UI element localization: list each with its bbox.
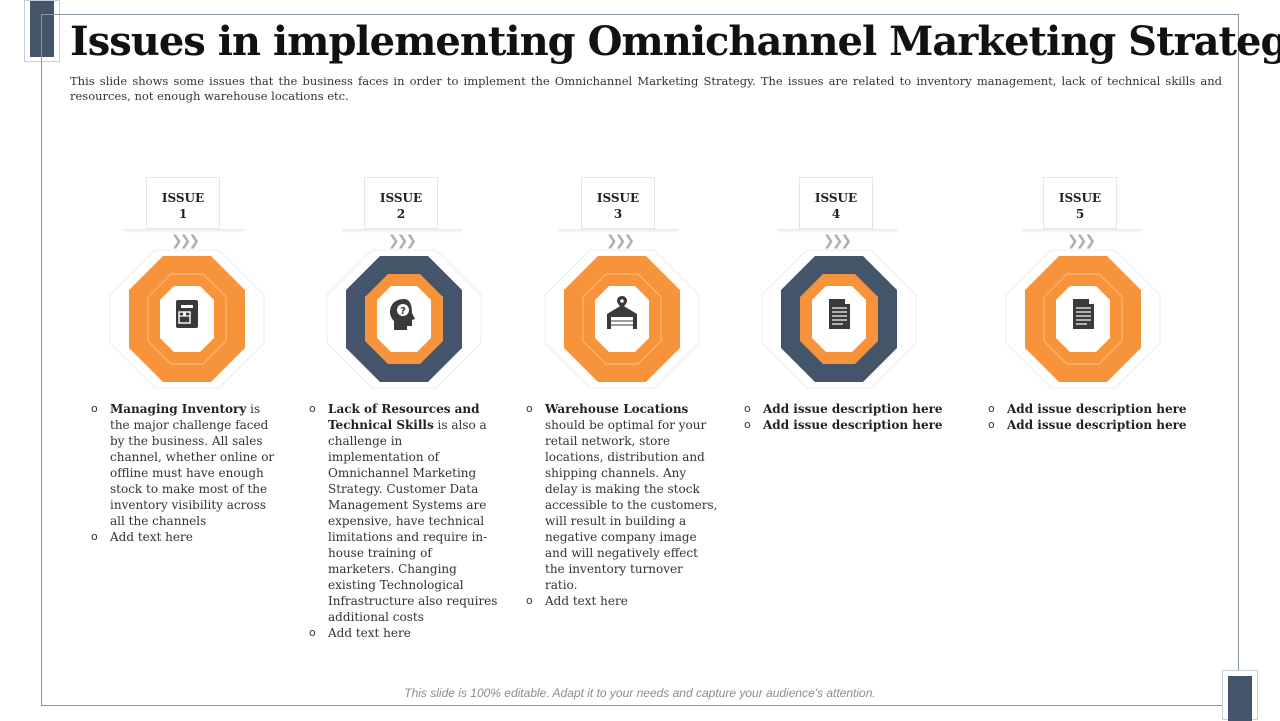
issue-description-5: Add issue description here Add issue des… bbox=[988, 401, 1188, 433]
octagon-graphic-2: ? bbox=[326, 249, 482, 389]
issue-1-point-2[interactable]: Add text here bbox=[91, 529, 276, 545]
issue-3-point-1[interactable]: Warehouse Locations should be optimal fo… bbox=[526, 401, 718, 593]
issue-number-3: 3 bbox=[613, 207, 623, 221]
issue-number-5: 5 bbox=[1075, 207, 1085, 221]
octagon-graphic-1 bbox=[109, 249, 265, 389]
issue-badge-2[interactable]: ISSUE 2 bbox=[364, 177, 438, 229]
chevrons-icon-2: ❯❯❯ bbox=[387, 233, 417, 249]
badge-shadow-4 bbox=[777, 229, 897, 233]
head-question-icon: ? bbox=[390, 299, 415, 330]
inventory-clipboard-icon bbox=[176, 300, 198, 328]
chevrons-icon-5: ❯❯❯ bbox=[1066, 233, 1096, 249]
issue-label-2: ISSUE bbox=[379, 191, 423, 205]
slide-title[interactable]: Issues in implementing Omnichannel Marke… bbox=[70, 18, 1280, 65]
issue-number-1: 1 bbox=[178, 207, 188, 221]
issue-badge-3[interactable]: ISSUE 3 bbox=[581, 177, 655, 229]
document-icon bbox=[829, 299, 850, 329]
octagon-graphic-5 bbox=[1005, 249, 1161, 389]
corner-accent-top-left bbox=[24, 0, 60, 62]
issue-number-2: 2 bbox=[396, 207, 406, 221]
octagon-graphic-3 bbox=[544, 249, 700, 389]
issue-label-4: ISSUE bbox=[814, 191, 858, 205]
badge-shadow-1 bbox=[124, 229, 244, 233]
slide-footer-note: This slide is 100% editable. Adapt it to… bbox=[404, 686, 876, 700]
issue-5-point-1[interactable]: Add issue description here bbox=[988, 401, 1188, 417]
issue-badge-4[interactable]: ISSUE 4 bbox=[799, 177, 873, 229]
chevrons-icon-1: ❯❯❯ bbox=[170, 233, 200, 249]
issue-3-point-2[interactable]: Add text here bbox=[526, 593, 718, 609]
issue-2-point-1[interactable]: Lack of Resources and Technical Skills i… bbox=[309, 401, 499, 625]
issue-label-3: ISSUE bbox=[596, 191, 640, 205]
issue-label-1: ISSUE bbox=[161, 191, 205, 205]
issue-description-2: Lack of Resources and Technical Skills i… bbox=[309, 401, 499, 641]
chevrons-icon-3: ❯❯❯ bbox=[605, 233, 635, 249]
issue-4-point-1[interactable]: Add issue description here bbox=[744, 401, 944, 417]
slide-subtitle[interactable]: This slide shows some issues that the bu… bbox=[70, 74, 1222, 103]
chevrons-icon-4: ❯❯❯ bbox=[822, 233, 852, 249]
issue-description-3: Warehouse Locations should be optimal fo… bbox=[526, 401, 718, 609]
badge-shadow-5 bbox=[1021, 229, 1141, 233]
slide-frame bbox=[41, 14, 1239, 706]
issue-label-5: ISSUE bbox=[1058, 191, 1102, 205]
issue-description-1: Managing Inventory is the major challeng… bbox=[91, 401, 276, 545]
badge-shadow-3 bbox=[559, 229, 679, 233]
octagon-graphic-4 bbox=[761, 249, 917, 389]
issue-4-point-2[interactable]: Add issue description here bbox=[744, 417, 944, 433]
issue-number-4: 4 bbox=[831, 207, 841, 221]
issue-badge-1[interactable]: ISSUE 1 bbox=[146, 177, 220, 229]
badge-shadow-2 bbox=[342, 229, 462, 233]
issue-description-4: Add issue description here Add issue des… bbox=[744, 401, 944, 433]
svg-text:?: ? bbox=[400, 306, 406, 317]
warehouse-icon bbox=[607, 296, 637, 329]
issue-2-point-2[interactable]: Add text here bbox=[309, 625, 499, 641]
issue-5-point-2[interactable]: Add issue description here bbox=[988, 417, 1188, 433]
issue-1-point-1[interactable]: Managing Inventory is the major challeng… bbox=[91, 401, 276, 529]
issue-badge-5[interactable]: ISSUE 5 bbox=[1043, 177, 1117, 229]
document-icon bbox=[1073, 299, 1094, 329]
